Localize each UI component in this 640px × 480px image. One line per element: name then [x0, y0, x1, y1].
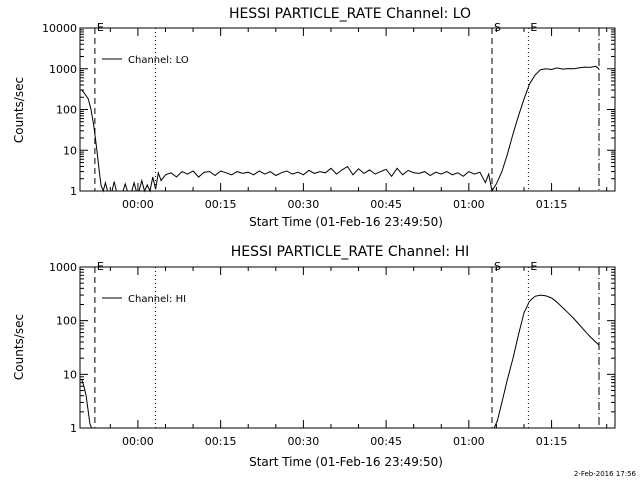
event-marker-label: E	[97, 21, 104, 34]
y-tick-label: 100	[56, 315, 77, 328]
x-tick-label: 00:45	[370, 198, 402, 211]
legend-label: Channel: LO	[128, 55, 189, 66]
footer-timestamp: 2-Feb-2016 17:56	[574, 470, 637, 478]
chart-title: HESSI PARTICLE_RATE Channel: LO	[229, 6, 471, 22]
x-tick-label: 01:15	[536, 198, 568, 211]
event-marker-label: E	[530, 260, 537, 273]
event-marker-label: E	[530, 21, 537, 34]
legend-label: Channel: HI	[128, 294, 186, 305]
event-marker-label: S	[494, 260, 501, 273]
x-tick-label: 00:15	[205, 435, 237, 448]
x-tick-label: 00:00	[122, 198, 154, 211]
series-line	[81, 294, 600, 429]
x-tick-label: 00:30	[288, 435, 320, 448]
x-tick-label: 00:30	[288, 198, 320, 211]
event-marker-label: S	[494, 21, 501, 34]
y-tick-label: 1000	[49, 63, 77, 76]
y-tick-label: 10	[63, 368, 77, 381]
y-axis-label: Counts/sec	[12, 314, 26, 380]
y-axis-label: Counts/sec	[12, 77, 26, 143]
plot-frame	[79, 266, 616, 429]
y-tick-label: 1	[70, 185, 77, 198]
y-tick-label: 1000	[49, 261, 77, 274]
chart-hi-channel: HESSI PARTICLE_RATE Channel: HI Start Ti…	[12, 244, 616, 469]
x-tick-label: 01:00	[453, 198, 485, 211]
series-line	[81, 65, 600, 193]
y-tick-label: 10000	[42, 22, 77, 35]
chart-lo-channel: HESSI PARTICLE_RATE Channel: LO Start Ti…	[12, 6, 616, 229]
y-tick-label: 10	[63, 144, 77, 157]
x-axis-label: Start Time (01-Feb-16 23:49:50)	[249, 215, 443, 229]
y-tick-label: 1	[70, 422, 77, 435]
x-tick-label: 01:00	[453, 435, 485, 448]
y-tick-label: 100	[56, 104, 77, 117]
x-tick-label: 00:00	[122, 435, 154, 448]
x-axis-label: Start Time (01-Feb-16 23:49:50)	[249, 455, 443, 469]
event-marker-label: E	[97, 260, 104, 273]
x-tick-label: 01:15	[536, 435, 568, 448]
x-tick-label: 00:45	[370, 435, 402, 448]
x-tick-label: 00:15	[205, 198, 237, 211]
chart-title: HESSI PARTICLE_RATE Channel: HI	[231, 244, 469, 260]
